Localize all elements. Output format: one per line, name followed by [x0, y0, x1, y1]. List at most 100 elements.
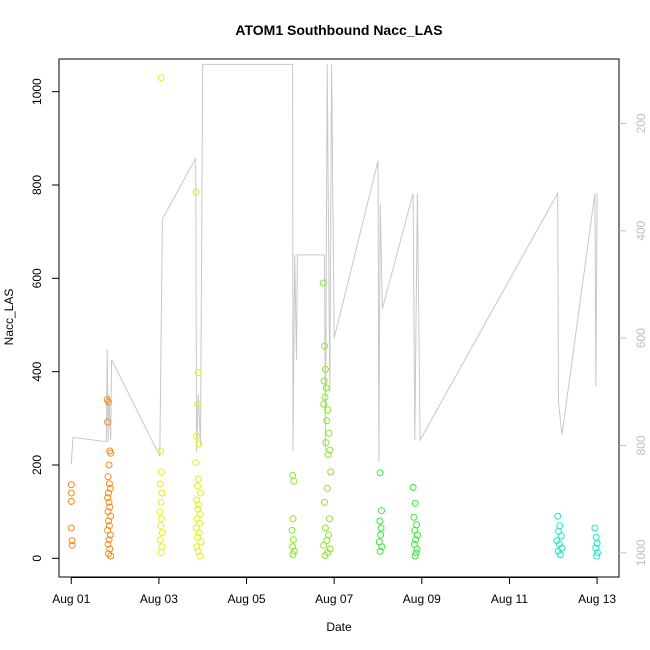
data-point — [413, 521, 421, 529]
data-point — [104, 540, 112, 548]
data-point — [410, 513, 418, 521]
data-point — [157, 522, 165, 530]
data-point — [68, 537, 76, 545]
data-point — [377, 531, 385, 539]
data-point — [325, 515, 333, 523]
data-point — [413, 545, 421, 553]
data-point — [320, 400, 328, 408]
data-point — [323, 484, 331, 492]
data-point — [322, 384, 330, 392]
data-point — [194, 533, 201, 541]
y-tick-label: 400 — [30, 361, 44, 381]
data-point — [376, 469, 384, 477]
data-point — [327, 468, 335, 476]
data-point — [192, 188, 200, 196]
data-point — [105, 536, 113, 544]
data-point — [105, 498, 113, 506]
data-point — [289, 551, 297, 559]
data-point — [194, 482, 201, 490]
altitude-line — [70, 63, 598, 465]
data-point — [413, 531, 421, 539]
y2-tick-label: 200 — [634, 113, 648, 133]
data-point — [195, 529, 203, 537]
data-point — [157, 447, 165, 455]
data-point — [68, 541, 76, 549]
data-point — [557, 532, 565, 540]
x-tick-label: Aug 01 — [52, 592, 90, 606]
data-point — [197, 489, 204, 497]
data-point — [325, 429, 333, 437]
data-point — [158, 468, 165, 476]
data-point — [156, 508, 164, 516]
data-point — [290, 477, 298, 485]
data-point — [289, 543, 297, 551]
data-point — [593, 552, 601, 560]
y2-tick-label: 800 — [634, 435, 648, 455]
data-point — [325, 531, 332, 539]
data-point — [197, 538, 205, 546]
y2-tick-label: 400 — [634, 220, 648, 240]
x-tick-label: Aug 07 — [315, 592, 353, 606]
data-point — [320, 541, 328, 549]
data-point — [556, 522, 564, 530]
data-point — [412, 536, 420, 544]
data-point — [321, 552, 329, 559]
y-tick-label: 600 — [30, 268, 44, 288]
data-point — [556, 551, 564, 559]
data-point — [193, 543, 201, 551]
data-point — [156, 480, 164, 488]
data-point — [105, 550, 112, 558]
data-point — [158, 489, 166, 497]
data-point — [411, 499, 419, 507]
data-point — [106, 545, 114, 553]
data-point — [105, 480, 113, 488]
data-point — [594, 549, 601, 557]
data-point — [106, 484, 114, 492]
data-point — [193, 432, 201, 440]
data-point — [67, 497, 75, 505]
data-point — [196, 552, 204, 560]
x-axis-label: Date — [326, 620, 352, 634]
data-point — [592, 533, 600, 541]
plot-area — [67, 63, 601, 560]
data-point — [378, 543, 386, 551]
data-point — [158, 515, 165, 523]
data-point — [158, 529, 166, 537]
y-tick-label: 800 — [30, 175, 44, 195]
data-point — [321, 365, 329, 373]
data-point — [105, 398, 112, 406]
data-point — [104, 473, 112, 481]
data-point — [289, 515, 297, 523]
data-point — [592, 544, 600, 552]
data-point — [196, 519, 204, 527]
data-point — [105, 522, 113, 530]
data-point — [288, 526, 296, 534]
data-point — [157, 74, 165, 82]
y-tick-label: 0 — [30, 555, 44, 562]
data-point — [321, 393, 329, 401]
data-point — [105, 461, 113, 469]
data-point — [376, 547, 384, 555]
y-tick-label: 200 — [30, 455, 44, 475]
data-point — [104, 418, 112, 426]
y-axis-label: Nacc_LAS — [2, 289, 16, 346]
data-point — [194, 369, 202, 377]
data-point — [289, 471, 297, 479]
data-point — [194, 400, 201, 408]
data-point — [196, 510, 204, 518]
data-point — [320, 377, 328, 385]
data-point — [321, 342, 328, 350]
data-point — [67, 481, 75, 489]
data-point — [157, 498, 165, 506]
data-point — [322, 439, 330, 447]
y-tick-label: 1000 — [30, 78, 44, 105]
data-point — [104, 494, 112, 502]
data-point — [290, 547, 298, 555]
data-point — [67, 489, 75, 497]
x-tick-label: Aug 13 — [578, 592, 616, 606]
x-tick-label: Aug 05 — [228, 592, 266, 606]
data-point — [593, 539, 601, 547]
data-point — [192, 459, 200, 467]
data-point — [194, 475, 202, 483]
